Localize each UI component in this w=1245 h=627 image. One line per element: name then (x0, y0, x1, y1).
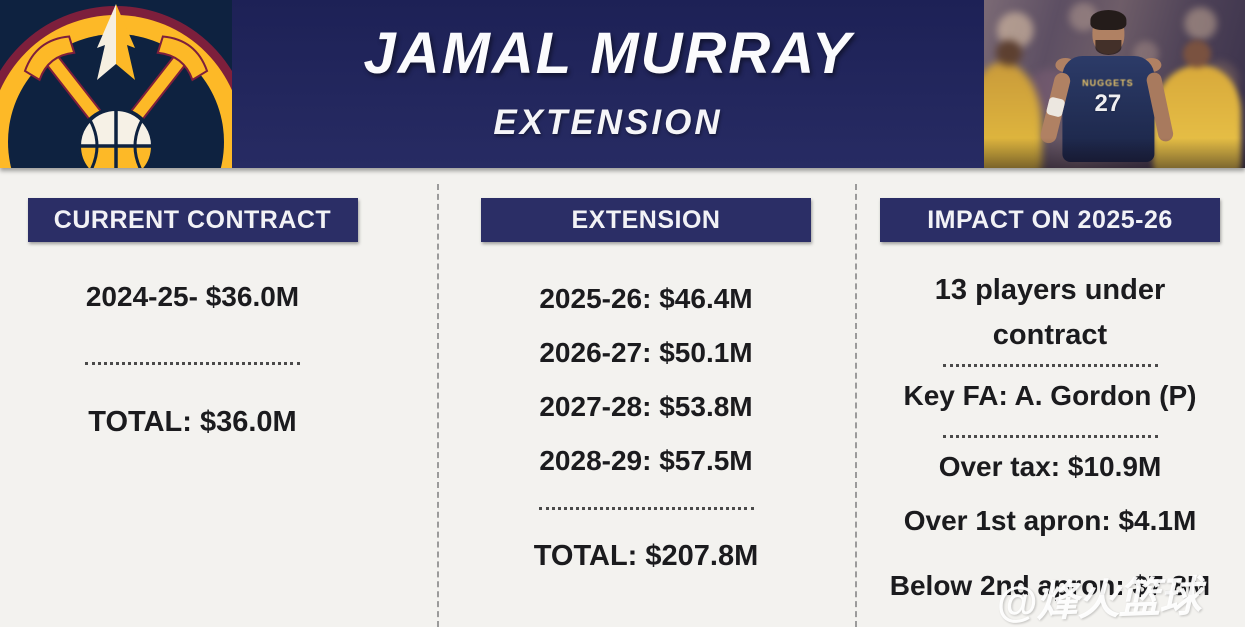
content-area: CURRENT CONTRACT 2024-25- $36.0M TOTAL: … (0, 168, 1245, 627)
over-tax-row: Over tax: $10.9M (938, 451, 1162, 482)
extension-column: EXTENSION 2025-26: $46.4M 2026-27: $50.1… (437, 168, 855, 627)
page-title: JAMAL MURRAY (363, 20, 853, 86)
dotted-divider (538, 507, 754, 510)
dotted-divider (942, 435, 1158, 438)
denver-nuggets-logo-icon (0, 0, 232, 168)
court-floor-shadow (984, 138, 1245, 168)
players-under-contract-row: 13 players under contract (934, 274, 1166, 351)
extension-total: TOTAL: $207.8M (533, 540, 759, 572)
header-band: JAMAL MURRAY EXTENSION NUGGETS 27 (0, 0, 1245, 168)
current-contract-column: CURRENT CONTRACT 2024-25- $36.0M TOTAL: … (0, 168, 437, 627)
dotted-divider (942, 364, 1158, 367)
key-fa-row: Key FA: A. Gordon (P) (903, 380, 1197, 411)
dotted-divider (85, 362, 300, 365)
column-divider (855, 184, 857, 627)
page-subtitle: EXTENSION (493, 102, 723, 142)
contract-year-row: 2026-27: $50.1M (539, 337, 753, 368)
extension-header: EXTENSION (481, 198, 811, 242)
player-head (1089, 10, 1126, 55)
column-divider (437, 184, 439, 627)
impact-header: IMPACT ON 2025-26 (880, 198, 1220, 242)
player-photo: NUGGETS 27 (984, 0, 1245, 168)
contract-year-row: 2025-26: $46.4M (539, 283, 753, 314)
over-first-apron-row: Over 1st apron: $4.1M (903, 505, 1197, 536)
below-second-apron-row: Below 2nd apron: $7.8M (889, 570, 1211, 601)
title-panel: JAMAL MURRAY EXTENSION (232, 0, 984, 168)
current-contract-header: CURRENT CONTRACT (27, 198, 358, 242)
contract-year-row: 2028-29: $57.5M (539, 445, 753, 476)
team-logo-panel (0, 0, 232, 168)
jersey-number: 27 (1094, 90, 1122, 117)
current-contract-total: TOTAL: $36.0M (88, 406, 297, 438)
jersey-team-text: NUGGETS (1082, 78, 1134, 88)
basketball-icon (77, 107, 155, 168)
impact-column: IMPACT ON 2025-26 13 players under contr… (855, 168, 1245, 627)
arrowhead-icon (97, 4, 135, 80)
contract-year-row: 2027-28: $53.8M (539, 391, 753, 422)
contract-year-row: 2024-25- $36.0M (85, 281, 300, 312)
